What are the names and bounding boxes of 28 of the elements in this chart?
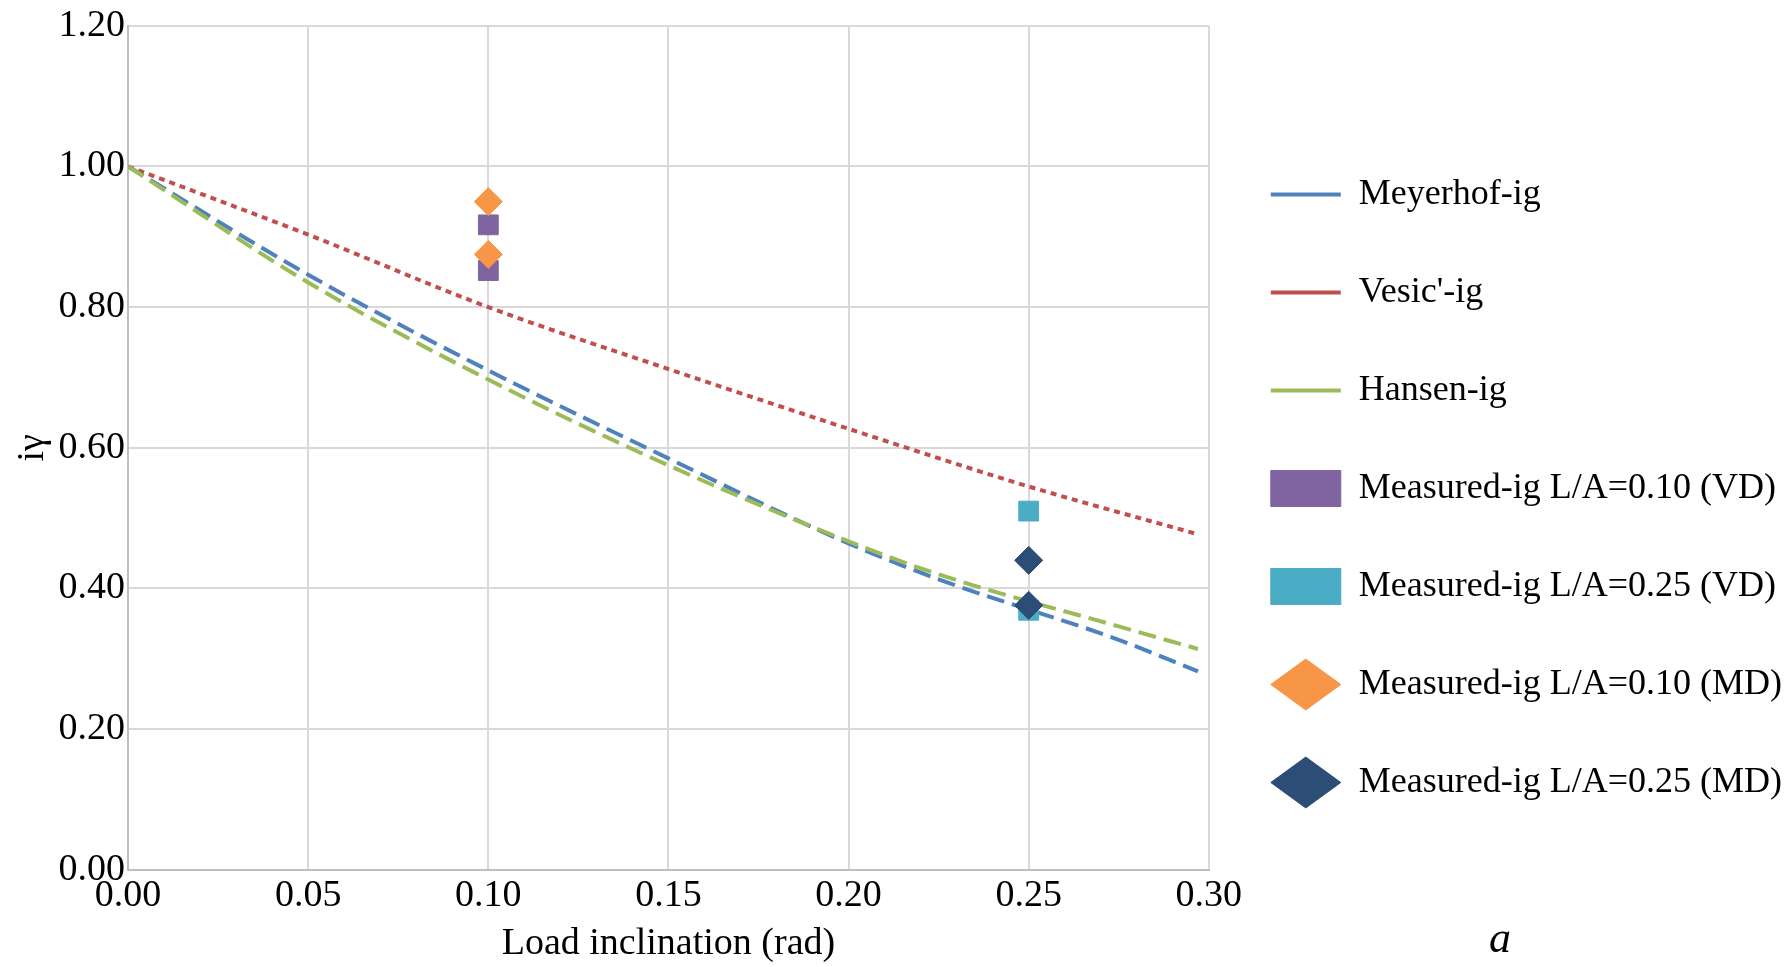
x-tick-label: 0.05 — [274, 871, 342, 914]
y-tick-label: 1.20 — [58, 1, 126, 44]
x-tick-label: 0.10 — [455, 871, 522, 914]
y-axis-title: iγ — [8, 434, 51, 462]
point — [473, 239, 503, 269]
x-tick-label: 0.25 — [995, 871, 1062, 914]
legend-label: Meyerhof-ig — [1358, 171, 1541, 212]
legend-label: Vesic'-ig — [1358, 269, 1484, 310]
y-tick-label: 0.60 — [58, 423, 126, 466]
legend-label: Hansen-ig — [1358, 367, 1507, 408]
x-axis-title: Load inclination (rad) — [501, 920, 836, 964]
point — [473, 187, 503, 217]
y-tick-label: 0.40 — [58, 564, 126, 607]
x-tick-label: 0.20 — [815, 871, 882, 914]
y-tick-label: 1.00 — [58, 142, 126, 185]
legend-label: Measured-ig L/A=0.10 (VD) — [1358, 465, 1776, 506]
point — [1014, 590, 1044, 620]
text: a — [1489, 912, 1511, 962]
x-tick-label: 0.30 — [1175, 871, 1243, 914]
legend-label: Measured-ig L/A=0.10 (MD) — [1358, 661, 1783, 702]
point — [1018, 500, 1040, 522]
x-tick-label: 0.15 — [635, 871, 702, 914]
legend-label: Measured-ig L/A=0.25 (VD) — [1358, 563, 1776, 604]
point — [477, 214, 499, 236]
y-tick-label: 0.20 — [58, 705, 126, 748]
point — [1014, 545, 1044, 575]
legend-label: Measured-ig L/A=0.25 (MD) — [1358, 759, 1783, 800]
y-tick-label: 0.80 — [58, 283, 126, 326]
